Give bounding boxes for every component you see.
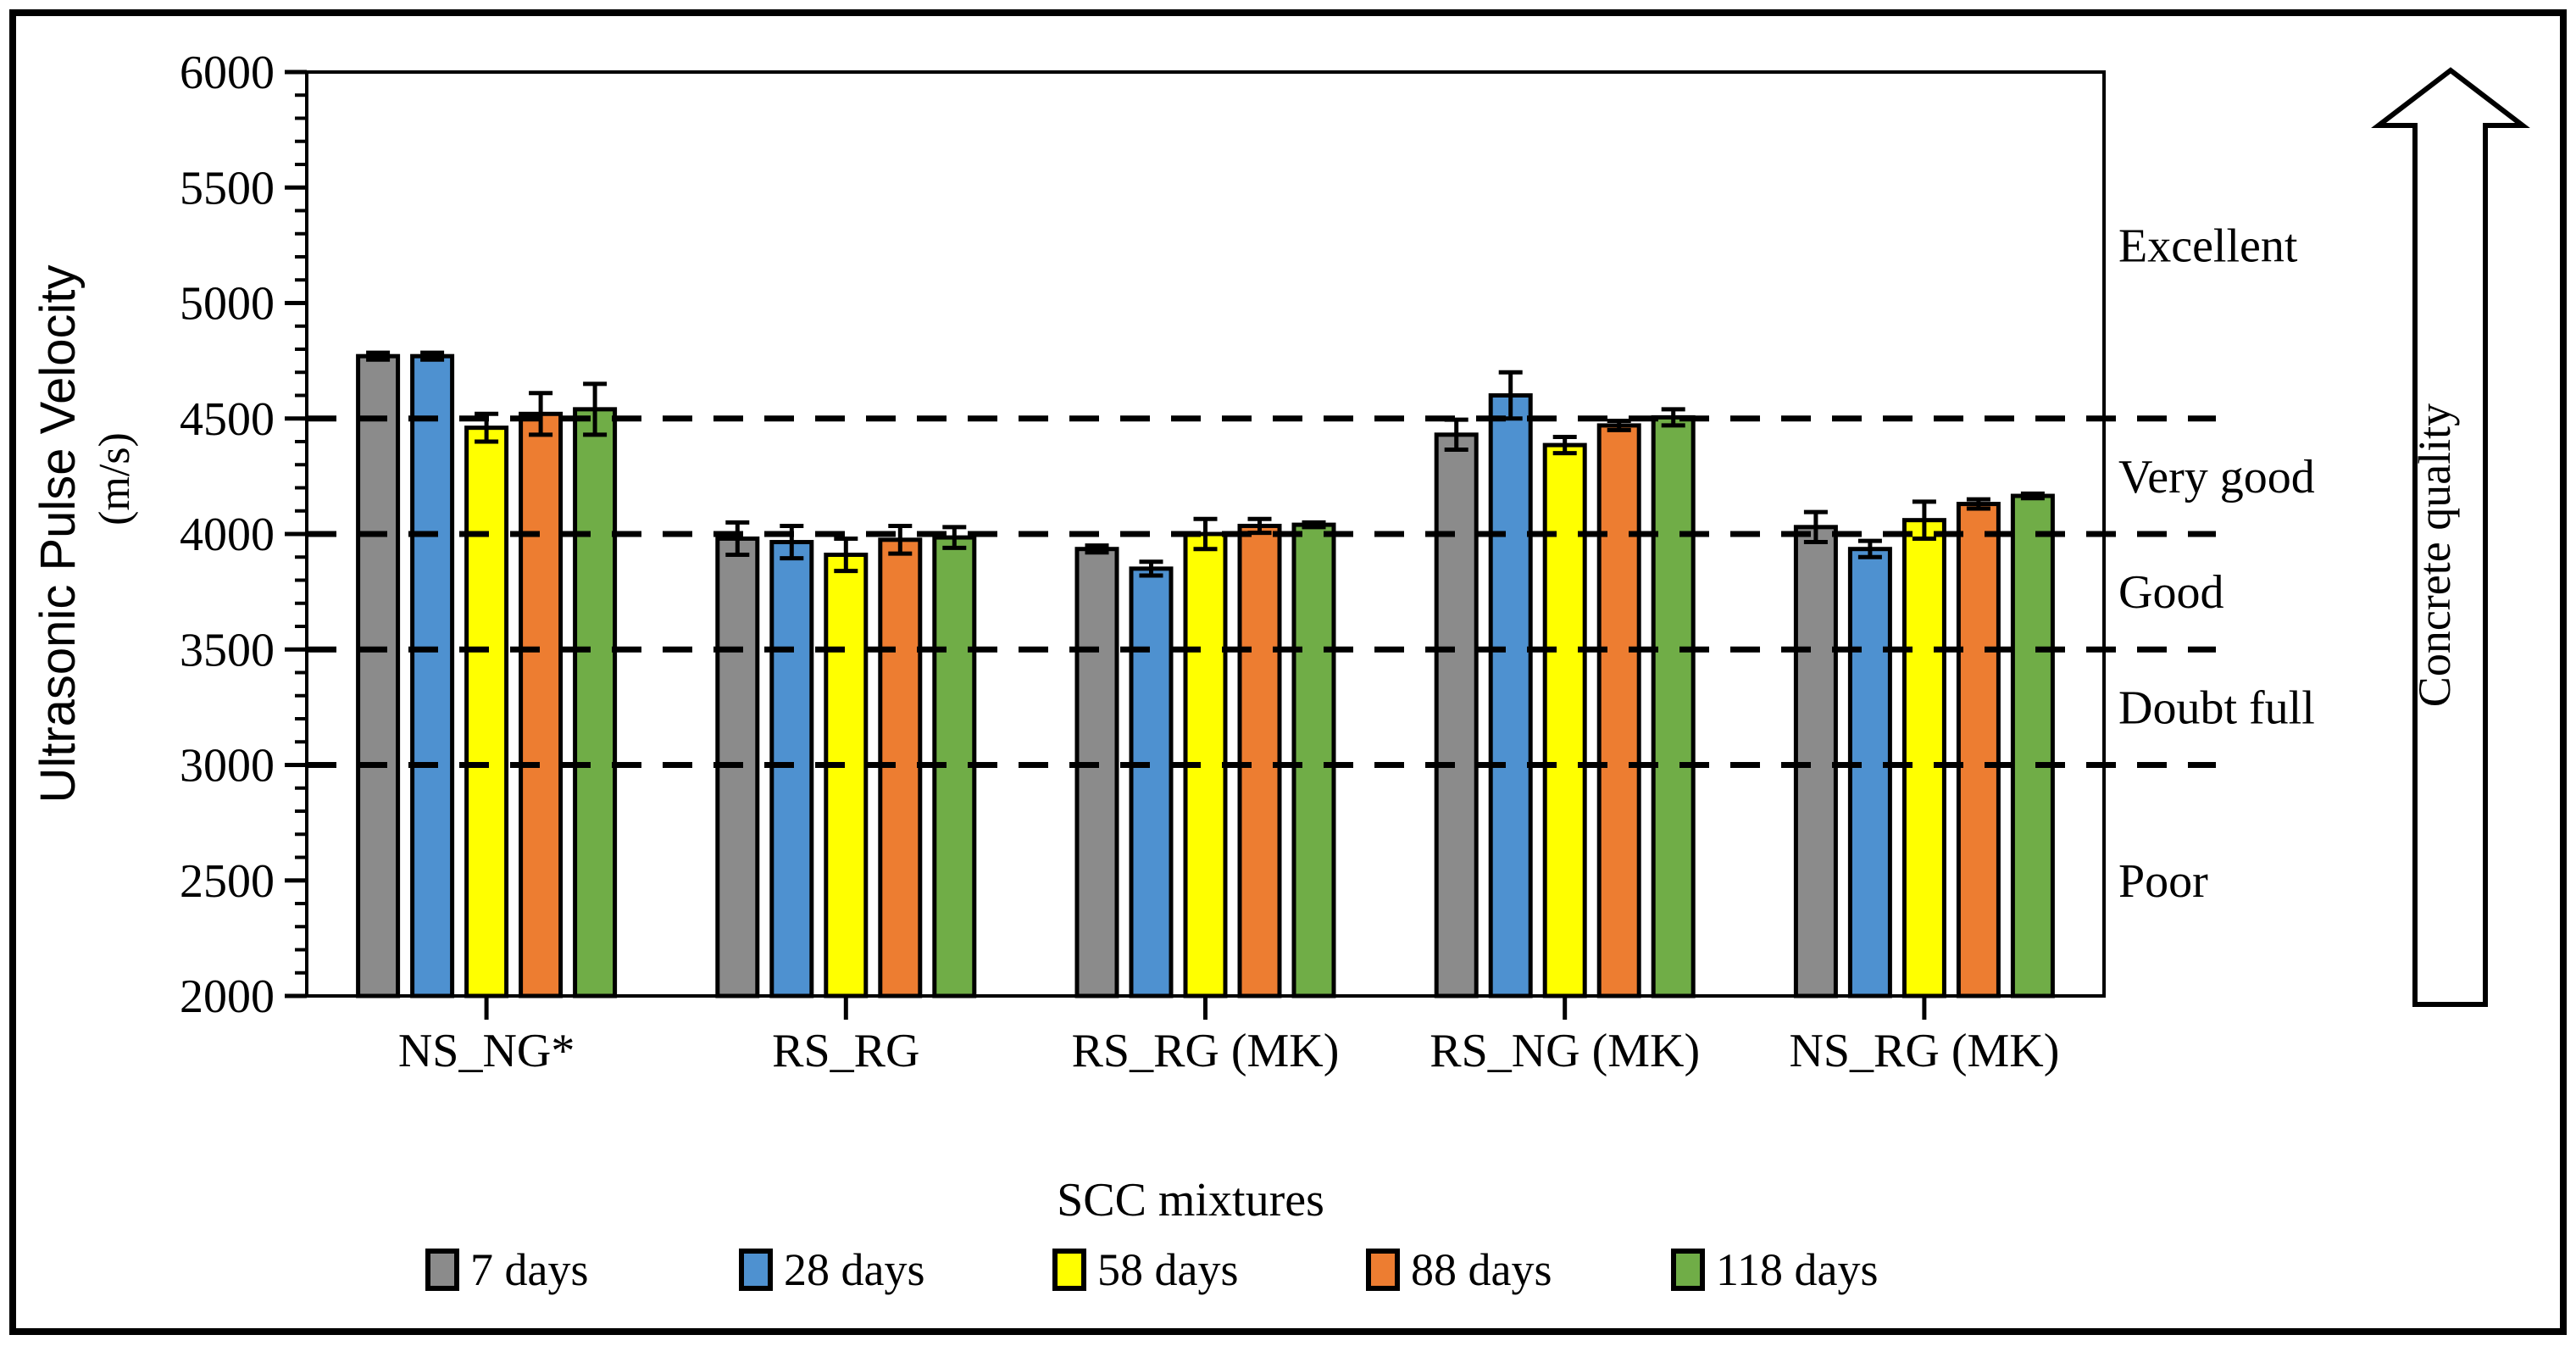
x-category-label: RS_RG (MK) [1072, 1025, 1340, 1077]
bar-nsrgmk-58days [1901, 518, 1946, 998]
bar-nsng-118days [573, 407, 618, 998]
x-category-label: NS_NG* [398, 1025, 575, 1077]
quality-label-excellent: Excellent [2118, 220, 2298, 272]
quality-label-poor: Poor [2118, 855, 2208, 908]
legend-label-28days: 28 days [784, 1244, 924, 1295]
legend-swatch-7days [425, 1249, 459, 1291]
bar-rsngmk-58days [1542, 442, 1587, 998]
y-tick-label: 2000 [180, 971, 275, 1023]
bar-rsrgmk-118days [1291, 522, 1336, 998]
bar-rsngmk-28days [1488, 393, 1533, 998]
x-category-label: RS_RG [772, 1025, 919, 1077]
bar-rsrg-88days [878, 537, 923, 998]
bar-nsng-58days [464, 425, 509, 998]
x-axis-title: SCC mixtures [1057, 1174, 1324, 1226]
y-tick-label: 4500 [180, 393, 275, 446]
y-tick-label: 5000 [180, 278, 275, 331]
bar-rsrg-58days [824, 553, 869, 998]
x-category-label: NS_RG (MK) [1789, 1025, 2059, 1077]
legend-label-58days: 58 days [1097, 1244, 1238, 1295]
bar-nsrgmk-28days [1847, 547, 1892, 998]
y-tick-label: 3000 [180, 740, 275, 793]
bar-rsrgmk-88days [1237, 523, 1282, 998]
bar-rsngmk-7days [1434, 432, 1479, 998]
legend-label-88days: 88 days [1411, 1244, 1552, 1295]
legend-swatch-118days [1671, 1249, 1705, 1291]
legend-label-7days: 7 days [470, 1244, 588, 1295]
bar-nsrgmk-7days [1793, 525, 1838, 998]
legend-swatch-58days [1052, 1249, 1086, 1291]
y-tick-label: 5500 [180, 162, 275, 214]
bar-nsrgmk-88days [1956, 502, 2001, 998]
figure-border [9, 9, 2567, 1335]
bar-rsrg-28days [769, 540, 814, 998]
bar-rsrgmk-7days [1074, 547, 1119, 998]
y-axis-title: Ultrasonic Pulse Velocity [31, 264, 86, 803]
bar-nsng-28days [410, 353, 455, 998]
concrete-quality-arrow-icon [2371, 67, 2530, 1007]
bar-rsngmk-118days [1651, 414, 1696, 998]
quality-label-doubt-full: Doubt full [2118, 681, 2315, 734]
bar-nsng-88days [519, 411, 564, 998]
legend-label-118days: 118 days [1716, 1244, 1878, 1295]
y-tick-label: 4000 [180, 509, 275, 561]
bar-nsng-7days [356, 353, 401, 998]
x-category-label: RS_NG (MK) [1430, 1025, 1700, 1077]
legend-swatch-28days [739, 1249, 773, 1291]
concrete-quality-arrow-label: Concrete quality [2409, 403, 2460, 707]
quality-label-very-good: Very good [2118, 451, 2315, 503]
y-axis-units: (m/s) [91, 432, 139, 526]
y-tick-label: 2500 [180, 855, 275, 908]
y-tick-label: 6000 [180, 47, 275, 99]
bar-rsrgmk-28days [1129, 566, 1174, 998]
legend-swatch-88days [1366, 1249, 1400, 1291]
bar-nsrgmk-118days [2010, 493, 2055, 998]
quality-label-good: Good [2118, 566, 2223, 619]
y-tick-label: 3500 [180, 624, 275, 676]
bar-rsngmk-88days [1596, 423, 1641, 998]
